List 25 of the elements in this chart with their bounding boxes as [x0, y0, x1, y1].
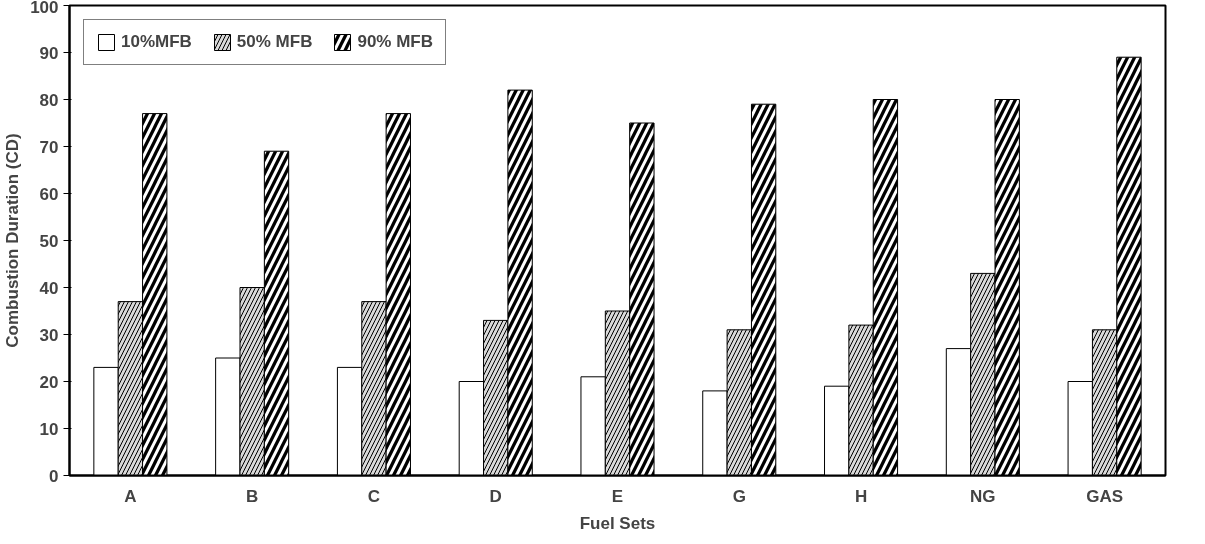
y-tick-label: 80: [39, 90, 59, 110]
y-axis-title: Combustion Duration (CD): [3, 133, 23, 348]
x-tick-label: E: [611, 486, 624, 506]
x-tick-label: C: [367, 486, 381, 506]
x-tick-label: NG: [970, 486, 996, 506]
y-tick-label: 90: [39, 43, 59, 63]
x-tick-label: H: [854, 486, 868, 506]
legend-label: 50% MFB: [236, 32, 313, 52]
y-tick-label: 70: [39, 137, 59, 157]
y-tick-label: 20: [39, 372, 59, 392]
legend-label: 90% MFB: [357, 32, 434, 52]
x-axis-title: Fuel Sets: [579, 513, 656, 533]
x-tick-label: GAS: [1086, 486, 1124, 506]
y-tick-label: 60: [39, 184, 59, 204]
y-tick-label: 100: [30, 0, 59, 17]
x-tick-label: B: [246, 486, 259, 506]
x-tick-label: D: [489, 486, 502, 506]
x-tick-label: A: [124, 486, 137, 506]
legend-label: 10%MFB: [121, 32, 192, 52]
y-tick-label: 50: [39, 231, 59, 251]
y-tick-label: 30: [39, 325, 59, 345]
y-tick-label: 10: [39, 419, 59, 439]
y-tick-label: 40: [39, 278, 59, 298]
x-tick-label: G: [732, 486, 746, 506]
y-tick-label: 0: [49, 466, 59, 486]
